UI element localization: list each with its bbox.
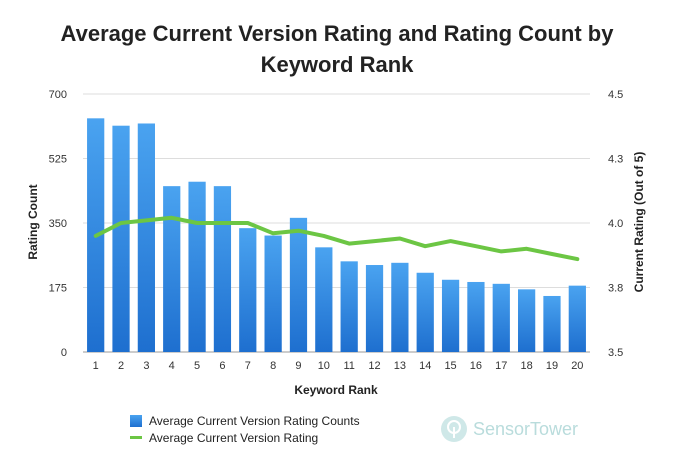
x-tick-label: 5 [194,360,200,372]
legend-bar-label: Average Current Version Rating Counts [149,413,360,428]
x-tick-label: 11 [343,360,354,372]
y2-tick-label: 4.3 [608,154,623,166]
bar [441,279,460,352]
bar [365,265,384,352]
x-tick-label: 14 [419,360,431,372]
brand-name: SensorTower [473,418,579,439]
legend-bar-swatch [130,414,142,427]
bar [163,186,181,352]
x-axis-label: Keyword Rank [294,383,378,397]
x-tick-label: 15 [444,360,456,372]
y-axis-right: 3.5 3.8 4.0 4.3 4.5 [608,89,623,359]
y2-tick-label: 3.5 [608,347,623,359]
y2-tick-label: 4.0 [608,218,623,230]
bar [112,125,130,352]
line-series [93,215,580,262]
chart-title-line-1: Average Current Version Rating and Ratin… [60,21,614,46]
bar [492,283,510,352]
x-tick-label: 9 [295,360,301,372]
bar [264,235,282,352]
y-axis-left: 0 175 350 525 700 [49,89,67,359]
x-tick-label: 3 [143,360,149,372]
y2-tick-label: 4.5 [608,89,623,101]
bar [289,217,308,352]
sensor-tower-icon [441,416,467,442]
gridlines [83,93,590,353]
legend-line-label: Average Current Version Rating [149,430,319,445]
y-axis-label: Rating Count [26,184,40,259]
y-tick-label: 525 [49,154,67,166]
x-tick-label: 13 [394,360,406,372]
bar [239,228,257,352]
bar [543,295,561,352]
legend-item-bars: Average Current Version Rating Counts [130,412,360,429]
legend-line-swatch [130,436,142,439]
bar [137,123,155,352]
y2-axis-label: Current Rating (Out of 5) [632,152,646,293]
y-tick-label: 700 [49,89,67,101]
chart-title: Average Current Version Rating and Ratin… [0,18,674,80]
x-tick-label: 19 [546,360,558,372]
bar [315,247,333,352]
bar [568,285,586,352]
x-tick-label: 12 [368,360,380,372]
chart-title-line-2: Keyword Rank [260,52,414,77]
x-tick-label: 16 [470,360,482,372]
x-tick-label: 7 [245,360,251,372]
bar [518,289,536,352]
legend: Average Current Version Rating Counts Av… [130,412,360,446]
x-tick-label: 1 [93,360,99,372]
x-tick-label: 6 [219,360,225,372]
x-tick-label: 20 [571,360,583,372]
bar [340,261,358,352]
bar-series [87,118,586,352]
x-axis: 1 2 3 4 5 6 7 8 9 10 11 12 13 14 15 16 17 18 19 20 [93,360,584,372]
y-tick-label: 0 [61,347,67,359]
bar [213,186,232,352]
x-tick-label: 8 [270,360,276,372]
bar [391,262,409,352]
y-tick-label: 175 [49,283,67,295]
y2-tick-label: 3.8 [608,283,623,295]
x-tick-label: 10 [318,360,330,372]
sensor-tower-logo: SensorTower [440,415,578,443]
y-tick-label: 350 [49,218,67,230]
rating-line [93,215,580,262]
bar [188,181,206,352]
legend-item-line: Average Current Version Rating [130,429,360,446]
bar [416,272,434,352]
x-tick-label: 18 [521,360,533,372]
bar [467,281,485,352]
x-tick-label: 17 [495,360,507,372]
x-tick-label: 4 [169,360,175,372]
x-tick-label: 2 [118,360,124,372]
